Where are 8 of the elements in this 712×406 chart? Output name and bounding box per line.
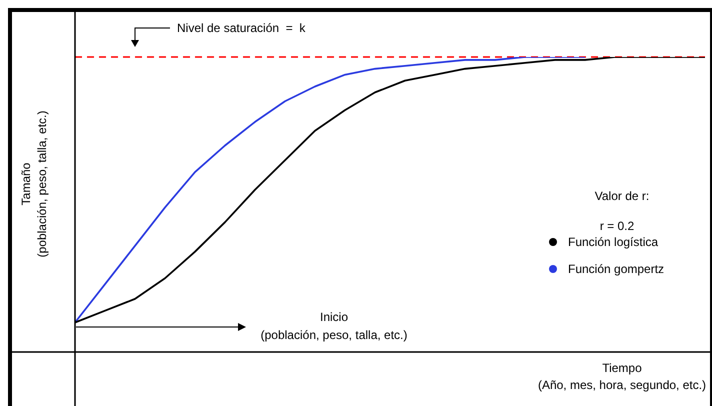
legend-label: Función logística <box>568 234 658 248</box>
annotation: r = 0.2 <box>600 219 634 233</box>
legend-label: Función gompertz <box>568 262 664 276</box>
annotation: Valor de r: <box>594 189 650 203</box>
text: Nivel de saturación = k <box>177 21 306 35</box>
x-axis-title: Tiempo (Año, mes, hora, segundo, etc.) <box>538 361 706 392</box>
annotation: Inicio (población, peso, talla, etc.) <box>260 310 408 342</box>
y-axis-title: Tamaño (población, peso, talla, etc.) <box>19 110 49 258</box>
